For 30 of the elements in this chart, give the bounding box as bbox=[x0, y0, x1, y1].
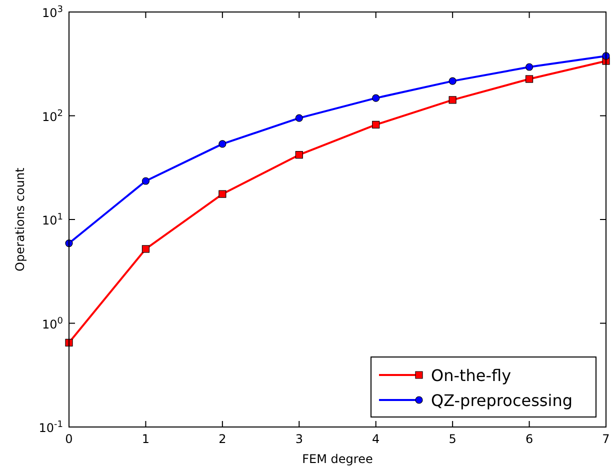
point bbox=[65, 338, 73, 346]
y-tick-label: 10$^{-1}$ bbox=[38, 420, 63, 435]
point bbox=[218, 140, 226, 148]
x-tick-label: 4 bbox=[372, 432, 380, 446]
point bbox=[142, 245, 150, 253]
x-tick-label: 5 bbox=[448, 432, 456, 446]
point bbox=[525, 75, 534, 83]
y-axis-title: Operations count bbox=[13, 167, 27, 272]
x-tick-label: 3 bbox=[295, 432, 303, 446]
x-tick-label: 6 bbox=[525, 432, 534, 446]
x-tick-label: 2 bbox=[218, 432, 226, 446]
point bbox=[372, 120, 380, 128]
point bbox=[525, 63, 534, 71]
x-tick-label: 7 bbox=[602, 432, 610, 446]
x-tick-label: 0 bbox=[65, 432, 73, 446]
x-tick-label: 1 bbox=[142, 432, 150, 446]
y-tick-label: 10$^{0}$ bbox=[42, 316, 64, 332]
point bbox=[372, 94, 380, 102]
legend-label: On-the-fly bbox=[431, 366, 512, 385]
point bbox=[295, 151, 303, 159]
point bbox=[295, 114, 303, 122]
y-tick-label: 10$^{1}$ bbox=[42, 212, 63, 228]
point bbox=[448, 96, 456, 104]
point bbox=[142, 177, 150, 185]
x-axis-title: FEM degree bbox=[302, 452, 373, 466]
point bbox=[218, 190, 226, 198]
legend-label: QZ-preprocessing bbox=[431, 391, 572, 410]
y-tick-label: 10$^{3}$ bbox=[42, 5, 63, 20]
point bbox=[448, 77, 456, 85]
y-tick-label: 10$^{2}$ bbox=[42, 108, 63, 124]
